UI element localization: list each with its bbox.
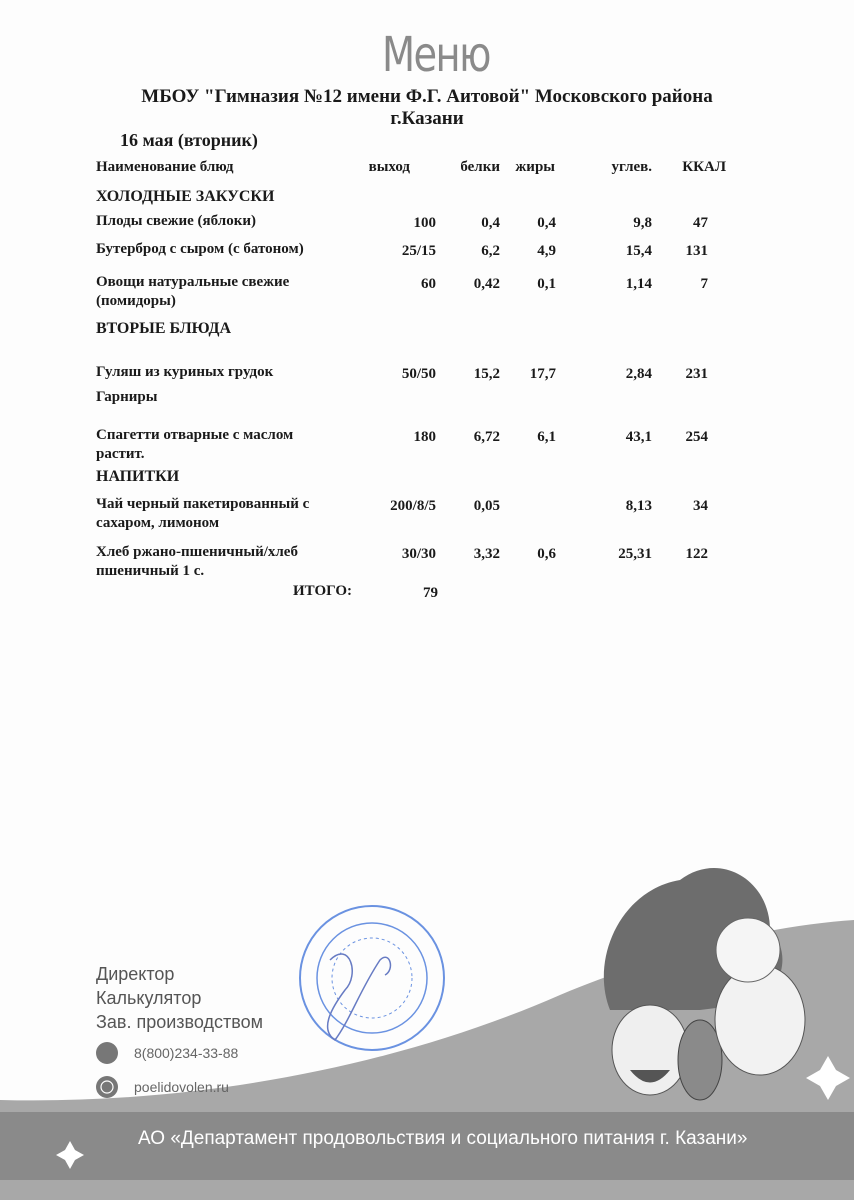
dish-name: сахаром, лимоном [96, 515, 220, 531]
cell-protein: 0,4 [481, 215, 500, 231]
character-middle [677, 1019, 723, 1101]
cell-output: 50/50 [401, 366, 436, 382]
institution-name: МБОУ "Гимназия №12 имени Ф.Г. Аитовой" М… [141, 86, 713, 107]
dish-name: Гуляш из куриных грудок [96, 364, 274, 380]
production-head-label: Зав. производством [96, 1012, 263, 1032]
column-header-fat: жиры [515, 159, 555, 175]
character-right [714, 964, 806, 1076]
cell-fat: 0,1 [537, 276, 556, 292]
column-header-output: выход [368, 159, 410, 175]
signature [326, 953, 392, 1042]
cell-output: 180 [413, 429, 437, 445]
dish-name: Хлеб ржано-пшеничный/хлеб [96, 544, 298, 560]
cell-kcal: 34 [693, 498, 708, 514]
total-value: 79 [423, 585, 438, 601]
dish-name: Бутерброд с сыром (с батоном) [96, 241, 304, 257]
cell-carbs: 15,4 [625, 243, 652, 259]
cell-protein: 6,2 [481, 243, 500, 259]
director-label: Директор [96, 964, 175, 984]
column-header-name: Наименование блюд [96, 159, 234, 175]
globe-icon [96, 1076, 118, 1098]
cell-carbs: 8,13 [625, 498, 652, 514]
cell-kcal: 122 [685, 546, 709, 562]
cell-kcal: 231 [685, 366, 709, 382]
city-name: г.Казани [390, 108, 464, 129]
cell-output: 30/30 [401, 546, 436, 562]
website-link[interactable]: poelidovolen.ru [134, 1079, 229, 1095]
cell-protein: 3,32 [473, 546, 500, 562]
cell-carbs: 9,8 [633, 215, 652, 231]
dish-name: (помидоры) [96, 293, 176, 309]
column-header-protein: белки [460, 159, 500, 175]
cell-fat: 0,6 [537, 546, 556, 562]
sparkle-left [56, 1141, 84, 1169]
dish-name: Овощи натуральные свежие [96, 274, 290, 290]
calculator-label: Калькулятор [96, 988, 202, 1008]
cell-carbs: 25,31 [618, 546, 652, 562]
cell-kcal: 131 [685, 243, 709, 259]
section-title: ХОЛОДНЫЕ ЗАКУСКИ [96, 188, 275, 205]
cell-fat: 0,4 [537, 215, 556, 231]
sparkle-right [806, 1056, 850, 1100]
column-header-kcal: ККАЛ [682, 159, 726, 175]
section-title: НАПИТКИ [96, 468, 180, 485]
cell-kcal: 7 [700, 276, 709, 292]
footer-band [0, 1112, 854, 1180]
column-header-carbs: углев. [611, 159, 652, 175]
total-label: ИТОГО: [293, 583, 352, 599]
section-title: Гарниры [96, 389, 158, 405]
dish-name: растит. [96, 446, 145, 462]
cell-carbs: 1,14 [625, 276, 652, 292]
section-title: ВТОРЫЕ БЛЮДА [96, 320, 231, 337]
chef-hat [715, 917, 781, 983]
cell-protein: 0,42 [473, 276, 500, 292]
dish-name: пшеничный 1 с. [96, 563, 205, 579]
page-title: МБОУ "Гимназия №12 имени Ф.Г. Аитовой" М… [0, 86, 854, 130]
dish-name: Плоды свежие (яблоки) [96, 213, 256, 229]
cell-carbs: 2,84 [625, 366, 652, 382]
cell-kcal: 47 [693, 215, 708, 231]
organization-name: АО «Департамент продовольствия и социаль… [138, 1128, 748, 1149]
phone-icon [96, 1042, 118, 1064]
menu-date: 16 мая (вторник) [120, 130, 258, 150]
cell-output: 100 [413, 215, 437, 231]
cell-protein: 0,05 [473, 498, 500, 514]
handwritten-title: Меню [382, 27, 491, 83]
cell-carbs: 43,1 [625, 429, 652, 445]
cell-protein: 15,2 [473, 366, 500, 382]
cell-output: 60 [421, 276, 436, 292]
cell-fat: 6,1 [537, 429, 556, 445]
cell-fat: 17,7 [529, 366, 556, 382]
cell-fat: 4,9 [537, 243, 556, 259]
dish-name: Чай черный пакетированный с [96, 496, 310, 512]
cell-protein: 6,72 [473, 429, 500, 445]
stamp [299, 905, 445, 1051]
dish-name: Спагетти отварные с маслом [96, 427, 294, 443]
cell-output: 25/15 [401, 243, 436, 259]
cell-output: 200/8/5 [390, 498, 436, 514]
cell-kcal: 254 [685, 429, 709, 445]
phone-number: 8(800)234-33-88 [134, 1045, 239, 1061]
